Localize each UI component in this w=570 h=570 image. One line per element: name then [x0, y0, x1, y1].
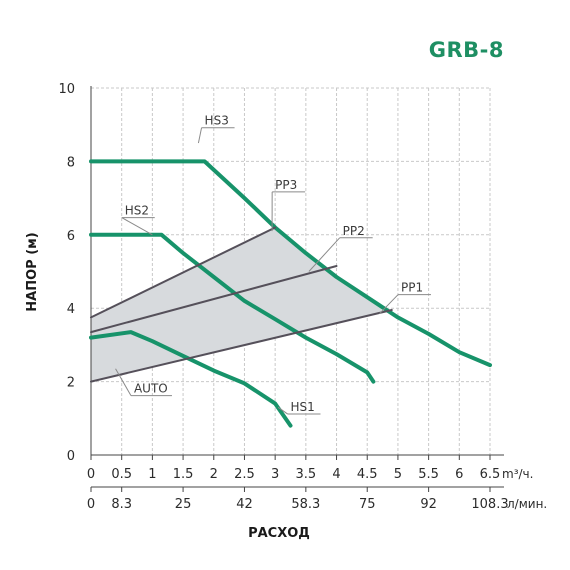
- x2-tick-label: 58.3: [291, 497, 320, 512]
- series-pp3: [90, 226, 277, 319]
- x-tick-label: 4.5: [357, 467, 378, 482]
- label-leader: [379, 294, 399, 315]
- x2-tick-label: 8.3: [111, 497, 132, 512]
- label-leader: [277, 406, 288, 415]
- x-tick-label: 3: [271, 467, 279, 482]
- x2-tick-label: 25: [175, 497, 192, 512]
- x-tick-label: 5.5: [418, 467, 439, 482]
- x-axis-title: РАСХОД: [248, 526, 310, 541]
- y-tick-label: 8: [67, 155, 75, 170]
- series-label-hs2: HS2: [125, 204, 149, 218]
- label-leader: [121, 217, 153, 236]
- x-tick-label: 3.5: [296, 467, 317, 482]
- series-label-hs1: HS1: [291, 400, 315, 414]
- y-tick-label: 4: [67, 302, 75, 317]
- y-tick-label: 10: [58, 82, 75, 97]
- x2-tick-label: 92: [420, 497, 437, 512]
- x2-tick-label: 0: [87, 497, 95, 512]
- x-tick-label: 6.5: [480, 467, 501, 482]
- auto-region: [91, 227, 392, 382]
- x2-tick-label: 42: [236, 497, 253, 512]
- label-leader: [115, 368, 132, 396]
- x-tick-label: 0.5: [111, 467, 132, 482]
- label-leader: [197, 127, 203, 144]
- series-label-pp2: PP2: [343, 224, 365, 238]
- x2-tick-label: 75: [359, 497, 376, 512]
- y-tick-label: 0: [67, 449, 75, 464]
- x-tick-label: 0: [87, 467, 95, 482]
- x-tick-label: 1: [148, 467, 156, 482]
- x-axis-unit: m³/ч.: [502, 467, 533, 481]
- x-tick-label: 6: [455, 467, 463, 482]
- x-tick-label: 2.5: [234, 467, 255, 482]
- x-tick-label: 5: [394, 467, 402, 482]
- x2-axis-unit: л/мин.: [507, 497, 547, 511]
- series-hs1: [89, 330, 293, 428]
- label-leader: [308, 237, 341, 272]
- x-tick-label: 4: [332, 467, 340, 482]
- x-tick-label: 2: [210, 467, 218, 482]
- series-pp1: [90, 309, 393, 383]
- x2-tick-label: 108.3: [471, 497, 508, 512]
- series-hs2: [89, 232, 376, 384]
- series-label-auto: AUTO: [134, 382, 168, 396]
- series-pp2: [90, 265, 338, 334]
- x-tick-label: 1.5: [173, 467, 194, 482]
- series-hs3: [89, 159, 492, 368]
- series-label-pp1: PP1: [401, 281, 423, 295]
- y-axis-title: НАПОР (м): [25, 232, 40, 311]
- chart-brand-title: GRB-8: [428, 38, 504, 62]
- y-tick-label: 2: [67, 376, 75, 391]
- series-label-pp3: PP3: [275, 178, 297, 192]
- y-tick-label: 6: [67, 229, 75, 244]
- series-label-hs3: HS3: [205, 114, 229, 128]
